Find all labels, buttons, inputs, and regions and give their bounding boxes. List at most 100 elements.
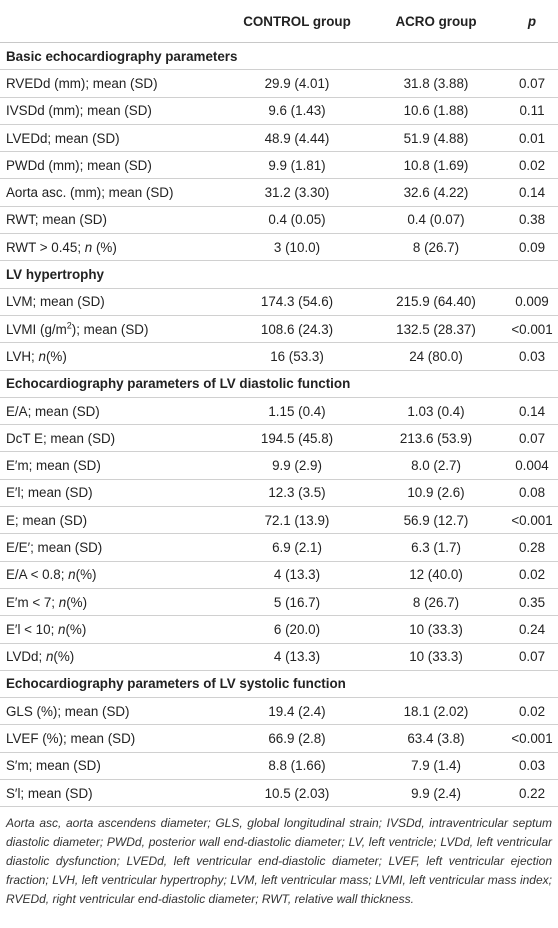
section-title: Echocardiography parameters of LV diasto…: [0, 370, 558, 398]
data-row: S′l; mean (SD) 10.5 (2.03) 9.9 (2.4) 0.22: [0, 779, 558, 808]
data-row: E′m < 7; n(%) 5 (16.7) 8 (26.7) 0.35: [0, 588, 558, 617]
row-label: LVM; mean (SD): [0, 288, 228, 316]
label-part: LVMI (g/m: [6, 321, 67, 337]
cell: 48.9 (4.44): [228, 124, 366, 153]
cell: 8.0 (2.7): [366, 451, 506, 480]
label-part: n: [45, 649, 54, 665]
label-part: n: [84, 239, 93, 255]
data-row: LVMI (g/m2); mean (SD) 108.6 (24.3) 132.5 …: [0, 315, 558, 344]
label-part: (%): [65, 621, 87, 637]
row-label: E; mean (SD): [0, 506, 228, 535]
data-row: GLS (%); mean (SD) 19.4 (2.4) 18.1 (2.02) 0…: [0, 697, 558, 726]
label-part: RWT > 0.45;: [6, 239, 85, 255]
row-label: E′l < 10; n(%): [0, 615, 228, 644]
cell: 0.009: [506, 288, 558, 316]
cell: 4 (13.3): [228, 561, 366, 589]
row-label: S′l; mean (SD): [0, 779, 228, 808]
data-row: E′l; mean (SD) 12.3 (3.5) 10.9 (2.6) 0.08: [0, 479, 558, 508]
cell: 194.5 (45.8): [228, 424, 366, 453]
column-header: CONTROL group: [228, 0, 366, 43]
cell: 174.3 (54.6): [228, 288, 366, 316]
cell: 7.9 (1.4): [366, 752, 506, 781]
row-label: RWT; mean (SD): [0, 206, 228, 235]
cell: 10.6 (1.88): [366, 97, 506, 125]
row-label: IVSDd (mm); mean (SD): [0, 97, 228, 125]
cell: 3 (10.0): [228, 233, 366, 262]
data-row: E′m; mean (SD) 9.9 (2.9) 8.0 (2.7) 0.004: [0, 451, 558, 480]
section-row: Basic echocardiography parameters: [0, 42, 558, 71]
row-label: E′m; mean (SD): [0, 451, 228, 480]
row-label: PWDd (mm); mean (SD): [0, 151, 228, 180]
row-label: E/E′; mean (SD): [0, 533, 228, 562]
cell: 9.9 (2.4): [366, 779, 506, 808]
data-row: E/A < 0.8; n(%) 4 (13.3) 12 (40.0) 0.02: [0, 561, 558, 589]
cell: 18.1 (2.02): [366, 697, 506, 726]
cell: 0.004: [506, 451, 558, 480]
data-row: LVH; n(%) 16 (53.3) 24 (80.0) 0.03: [0, 342, 558, 371]
label-part: LVDd;: [6, 649, 46, 665]
cell: 12.3 (3.5): [228, 479, 366, 508]
label-part: E′l < 10;: [6, 621, 59, 637]
cell: 72.1 (13.9): [228, 506, 366, 535]
row-label: GLS (%); mean (SD): [0, 697, 228, 726]
section-row: Echocardiography parameters of LV diasto…: [0, 370, 558, 398]
cell: 63.4 (3.8): [366, 724, 506, 753]
label-part: (%): [53, 649, 75, 665]
cell: 9.9 (1.81): [228, 151, 366, 180]
cell: 0.14: [506, 178, 558, 207]
cell: 0.22: [506, 779, 558, 808]
cell: <0.001: [506, 315, 558, 344]
data-row: S′m; mean (SD) 8.8 (1.66) 7.9 (1.4) 0.03: [0, 752, 558, 781]
column-header: ACRO group: [366, 0, 506, 43]
row-label: E/A; mean (SD): [0, 397, 228, 426]
column-header: p: [506, 0, 558, 43]
cell: 0.11: [506, 97, 558, 125]
cell: 31.2 (3.30): [228, 178, 366, 207]
cell: 6.3 (1.7): [366, 533, 506, 562]
cell: 10 (33.3): [366, 615, 506, 644]
label-part: (%): [75, 567, 97, 583]
cell: 0.14: [506, 397, 558, 426]
cell: 10.5 (2.03): [228, 779, 366, 808]
cell: 0.09: [506, 233, 558, 262]
cell: 0.4 (0.07): [366, 206, 506, 235]
cell: <0.001: [506, 506, 558, 535]
cell: 8.8 (1.66): [228, 752, 366, 781]
cell: 0.03: [506, 752, 558, 781]
data-row: RWT; mean (SD) 0.4 (0.05) 0.4 (0.07) 0.38: [0, 206, 558, 235]
row-label: E′m < 7; n(%): [0, 588, 228, 617]
cell: 0.03: [506, 342, 558, 371]
cell: 0.35: [506, 588, 558, 617]
label-part: n: [38, 348, 46, 364]
cell: 8 (26.7): [366, 588, 506, 617]
section-title: Basic echocardiography parameters: [0, 42, 558, 71]
data-row: E/E′; mean (SD) 6.9 (2.1) 6.3 (1.7) 0.28: [0, 533, 558, 562]
footnote: Aorta asc, aorta ascendens diameter; GLS…: [6, 816, 552, 907]
data-row: E; mean (SD) 72.1 (13.9) 56.9 (12.7) <0.001: [0, 506, 558, 535]
data-row: Aorta asc. (mm); mean (SD) 31.2 (3.30) 32.…: [0, 178, 558, 207]
data-row: LVDd; n(%) 4 (13.3) 10 (33.3) 0.07: [0, 643, 558, 671]
row-label: LVEF (%); mean (SD): [0, 724, 228, 753]
cell: 213.6 (53.9): [366, 424, 506, 453]
label-part: ); mean (SD): [71, 321, 149, 337]
row-label: DcT E; mean (SD): [0, 424, 228, 453]
section-row: Echocardiography parameters of LV systol…: [0, 670, 558, 699]
cell: 12 (40.0): [366, 561, 506, 589]
cell: 215.9 (64.40): [366, 288, 506, 316]
data-row: LVEDd; mean (SD) 48.9 (4.44) 51.9 (4.88) 0.…: [0, 124, 558, 153]
cell: 66.9 (2.8): [228, 724, 366, 753]
data-table: CONTROL group ACRO group p Basic echocar…: [0, 0, 558, 808]
cell: 8 (26.7): [366, 233, 506, 262]
cell: 29.9 (4.01): [228, 69, 366, 98]
row-label: Aorta asc. (mm); mean (SD): [0, 178, 228, 207]
cell: 10.8 (1.69): [366, 151, 506, 180]
row-label: LVDd; n(%): [0, 643, 228, 671]
row-label: LVH; n(%): [0, 342, 228, 371]
cell: 24 (80.0): [366, 342, 506, 371]
cell: 56.9 (12.7): [366, 506, 506, 535]
cell: 16 (53.3): [228, 342, 366, 371]
cell: 0.28: [506, 533, 558, 562]
data-row: PWDd (mm); mean (SD) 9.9 (1.81) 10.8 (1.69…: [0, 151, 558, 180]
data-row: DcT E; mean (SD) 194.5 (45.8) 213.6 (53.9)…: [0, 424, 558, 453]
